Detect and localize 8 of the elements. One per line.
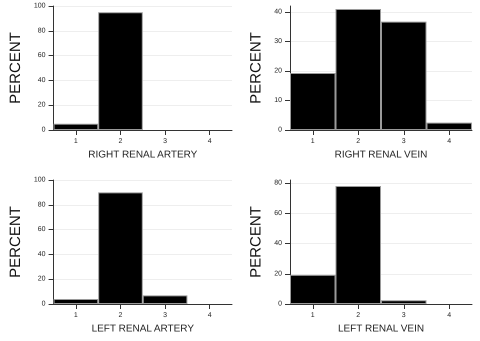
x-axis-title: LEFT RENAL ARTERY — [92, 323, 194, 334]
x-axis-title: RIGHT RENAL VEIN — [334, 150, 428, 160]
x-axis-title: RIGHT RENAL ARTERY — [88, 150, 198, 160]
y-axis-title: PERCENT — [7, 32, 24, 104]
y-axis-title: PERCENT — [247, 32, 264, 104]
x-axis-title: LEFT RENAL VEIN — [338, 323, 424, 334]
y-axis-title: PERCENT — [7, 206, 24, 278]
y-axis-title: PERCENT — [247, 206, 264, 278]
